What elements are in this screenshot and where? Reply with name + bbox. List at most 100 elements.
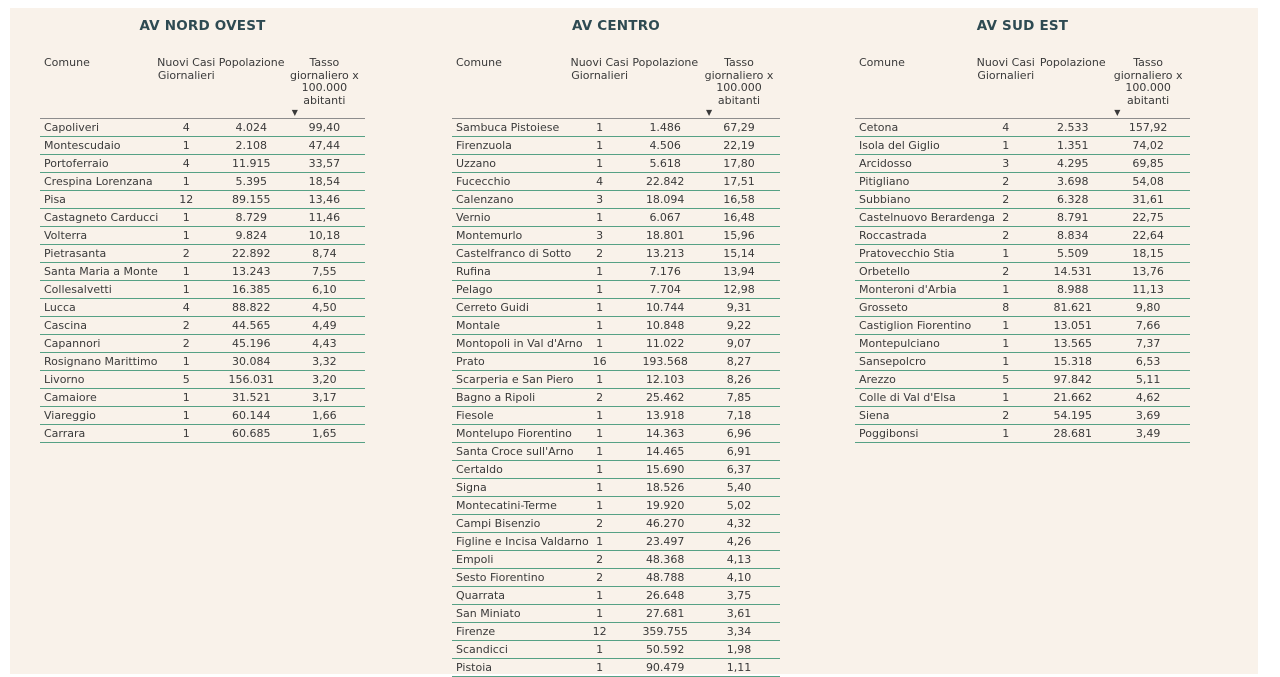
value-cell: 7,85	[697, 388, 780, 407]
value-cell: 11.915	[218, 154, 284, 173]
value-cell: 4,50	[283, 298, 365, 317]
table-row: Scandicci 1 50.592 1,98	[452, 640, 780, 659]
table-row: Arcidosso 3 4.295 69,85	[855, 154, 1190, 173]
value-cell: 1	[566, 586, 633, 605]
value-cell: 1	[566, 298, 633, 317]
value-cell: 2	[566, 550, 633, 569]
comune-cell: Viareggio	[40, 406, 154, 425]
column-header-nuovi-casi[interactable]: Nuovi Casi Giornalieri	[153, 56, 219, 119]
value-cell: 54,08	[1106, 172, 1190, 191]
value-cell: 13.051	[1039, 316, 1107, 335]
value-cell: 1	[566, 424, 633, 443]
value-cell: 21.662	[1039, 388, 1107, 407]
sort-descending-icon: ▼	[705, 108, 713, 117]
comune-cell: Vernio	[452, 208, 567, 227]
value-cell: 157,92	[1106, 118, 1190, 137]
value-cell: 67,29	[697, 118, 780, 137]
value-cell: 1.351	[1039, 136, 1107, 155]
value-cell: 1	[972, 352, 1040, 371]
value-cell: 3	[566, 190, 633, 209]
comune-cell: Montepulciano	[855, 334, 973, 353]
comune-cell: Arezzo	[855, 370, 973, 389]
column-header-popolazione[interactable]: Popolazione	[218, 56, 285, 119]
value-cell: 5,40	[697, 478, 780, 497]
value-cell: 1	[153, 424, 219, 443]
value-cell: 46.270	[632, 514, 698, 533]
value-cell: 18,15	[1106, 244, 1190, 263]
value-cell: 1	[566, 136, 633, 155]
table-row: Fiesole 1 13.918 7,18	[452, 406, 780, 425]
value-cell: 8.988	[1039, 280, 1107, 299]
column-header-popolazione[interactable]: Popolazione	[1039, 56, 1107, 119]
column-header-nuovi-casi[interactable]: Nuovi Casi Giornalieri	[566, 56, 633, 119]
value-cell: 1	[153, 388, 219, 407]
value-cell: 10.744	[632, 298, 698, 317]
value-cell: 3,49	[1106, 424, 1190, 443]
comune-cell: Lucca	[40, 298, 154, 317]
value-cell: 5.618	[632, 154, 698, 173]
value-cell: 60.685	[218, 424, 284, 443]
value-cell: 3,69	[1106, 406, 1190, 425]
value-cell: 2	[566, 244, 633, 263]
table-row: Volterra 1 9.824 10,18	[40, 226, 365, 245]
column-header-comune[interactable]: Comune	[452, 56, 567, 119]
table-row: Castelnuovo Berardenga 2 8.791 22,75	[855, 208, 1190, 227]
comune-cell: Monteroni d'Arbia	[855, 280, 973, 299]
column-header-nuovi-casi[interactable]: Nuovi Casi Giornalieri	[972, 56, 1040, 119]
value-cell: 1	[566, 496, 633, 515]
comune-cell: Cerreto Guidi	[452, 298, 567, 317]
data-table-centro: Comune Nuovi Casi Giornalieri Popolazion…	[452, 56, 780, 677]
comune-cell: Firenze	[452, 622, 567, 641]
table-row: Cetona 4 2.533 157,92	[855, 118, 1190, 137]
value-cell: 5.509	[1039, 244, 1107, 263]
comune-cell: Pelago	[452, 280, 567, 299]
table-row: Pelago 1 7.704 12,98	[452, 280, 780, 299]
value-cell: 3,75	[697, 586, 780, 605]
comune-cell: Colle di Val d'Elsa	[855, 388, 973, 407]
value-cell: 3,20	[283, 370, 365, 389]
comune-cell: Santa Maria a Monte	[40, 262, 158, 281]
comune-cell: Rosignano Marittimo	[40, 352, 158, 371]
value-cell: 7,18	[697, 406, 780, 425]
table-row: Pistoia 1 90.479 1,11	[452, 658, 780, 677]
table-row: Pietrasanta 2 22.892 8,74	[40, 244, 365, 263]
column-header-comune[interactable]: Comune	[40, 56, 154, 119]
value-cell: 13,94	[697, 262, 780, 281]
column-header-tasso[interactable]: Tasso giornaliero x 100.000 abitanti ▼	[283, 56, 365, 119]
value-cell: 1,98	[697, 640, 780, 659]
header-row: Comune Nuovi Casi Giornalieri Popolazion…	[452, 56, 780, 119]
value-cell: 2	[153, 334, 219, 353]
comune-cell: Montescudaio	[40, 136, 154, 155]
value-cell: 6.328	[1039, 190, 1107, 209]
column-header-comune[interactable]: Comune	[855, 56, 973, 119]
value-cell: 27.681	[632, 604, 698, 623]
value-cell: 13.565	[1039, 334, 1107, 353]
column-header-popolazione[interactable]: Popolazione	[632, 56, 698, 119]
value-cell: 1	[153, 226, 219, 245]
column-header-tasso[interactable]: Tasso giornaliero x 100.000 abitanti ▼	[697, 56, 780, 119]
value-cell: 9,07	[697, 334, 780, 353]
value-cell: 1	[566, 478, 633, 497]
value-cell: 4,32	[697, 514, 780, 533]
value-cell: 6,10	[283, 280, 365, 299]
comune-cell: Rufina	[452, 262, 567, 281]
comune-cell: Certaldo	[452, 460, 567, 479]
value-cell: 1	[972, 424, 1040, 443]
table-row: Subbiano 2 6.328 31,61	[855, 190, 1190, 209]
value-cell: 6.067	[632, 208, 698, 227]
table-row: Cerreto Guidi 1 10.744 9,31	[452, 298, 780, 317]
table-row: Scarperia e San Piero 1 12.103 8,26	[452, 370, 780, 389]
cream-background-panel: AV NORD OVEST Comune Nuovi Casi Giornali…	[10, 8, 1258, 677]
value-cell: 1	[153, 172, 219, 191]
comune-cell: Fiesole	[452, 406, 567, 425]
value-cell: 69,85	[1106, 154, 1190, 173]
comune-cell: Firenzuola	[452, 136, 567, 155]
header-row: Comune Nuovi Casi Giornalieri Popolazion…	[855, 56, 1190, 119]
value-cell: 2	[566, 514, 633, 533]
table-row: Montemurlo 3 18.801 15,96	[452, 226, 780, 245]
value-cell: 7.704	[632, 280, 698, 299]
comune-cell: Pitigliano	[855, 172, 973, 191]
value-cell: 1	[566, 460, 633, 479]
column-header-tasso[interactable]: Tasso giornaliero x 100.000 abitanti ▼	[1106, 56, 1190, 119]
value-cell: 15.690	[632, 460, 698, 479]
